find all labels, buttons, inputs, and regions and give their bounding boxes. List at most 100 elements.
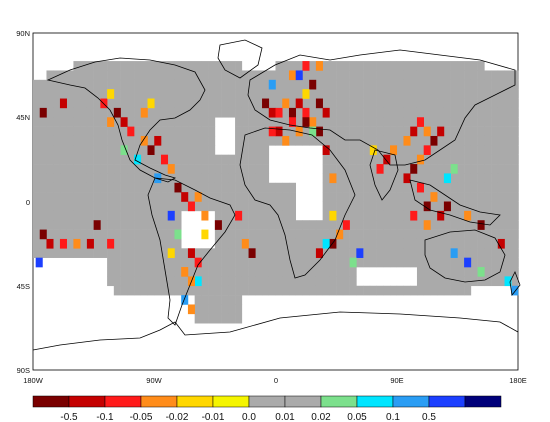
grid-cell — [147, 154, 155, 165]
grid-cell — [349, 210, 357, 221]
grid-cell — [369, 229, 377, 240]
grid-cell — [100, 210, 108, 221]
grid-cell — [369, 154, 377, 165]
grid-cell — [302, 70, 310, 81]
grid-cell — [430, 107, 438, 118]
grid-cell — [127, 201, 135, 212]
grid-cell — [187, 192, 195, 202]
grid-cell — [470, 117, 478, 127]
grid-cell — [100, 70, 108, 81]
grid-cell — [443, 89, 451, 99]
grid-cell — [113, 145, 121, 155]
grid-cell — [390, 248, 398, 258]
grid-cell — [288, 135, 297, 146]
grid-cell — [504, 154, 512, 165]
grid-cell — [450, 267, 458, 277]
grid-cell — [248, 145, 256, 155]
grid-cell — [349, 154, 357, 165]
grid-cell — [464, 267, 472, 277]
grid-cell — [363, 154, 371, 165]
grid-cell — [241, 117, 249, 127]
grid-cell — [275, 98, 283, 109]
grid-cell — [450, 173, 458, 184]
grid-cell — [275, 276, 283, 287]
grid-cell — [396, 173, 404, 184]
grid-cell — [248, 164, 256, 174]
grid-cell — [329, 238, 337, 249]
grid-cell — [457, 201, 465, 212]
grid-cell — [140, 79, 148, 90]
grid-cell — [194, 79, 202, 90]
grid-cell — [160, 61, 169, 71]
grid-cell — [497, 210, 505, 221]
grid-cell — [228, 70, 236, 81]
grid-cell — [59, 107, 67, 118]
grid-cell — [437, 257, 445, 268]
grid-cell — [315, 276, 323, 287]
grid-cell — [255, 285, 263, 296]
grid-cell — [201, 276, 209, 287]
grid-cell — [437, 98, 445, 109]
grid-cell — [39, 145, 47, 155]
grid-cell — [322, 210, 330, 221]
grid-cell — [147, 192, 155, 202]
grid-cell — [100, 61, 108, 71]
grid-cell — [497, 201, 505, 212]
grid-cell — [511, 98, 519, 109]
grid-cell — [201, 229, 209, 240]
grid-cell — [120, 117, 128, 127]
grid-cell — [235, 173, 243, 184]
grid-cell — [443, 173, 451, 184]
grid-cell — [127, 145, 135, 155]
grid-cell — [504, 70, 512, 81]
grid-cell — [275, 61, 283, 71]
legend-color-box — [32, 395, 70, 408]
grid-cell — [376, 248, 384, 258]
grid-cell — [33, 229, 41, 240]
grid-cell — [140, 182, 148, 193]
grid-cell — [275, 238, 283, 249]
grid-cell — [416, 201, 424, 212]
grid-cell — [167, 182, 175, 193]
grid-cell — [275, 285, 283, 296]
grid-cell — [356, 285, 364, 296]
grid-cell — [235, 107, 243, 118]
grid-cell — [100, 201, 108, 212]
legend-tick-labels: -0.5 -0.1 -0.05 -0.02 -0.01 0.0 0.01 0.02 0.05 0.… — [60, 412, 436, 422]
grid-cell — [167, 164, 175, 174]
grid-cell — [470, 192, 478, 202]
grid-cell — [416, 192, 424, 202]
grid-cell — [430, 173, 438, 184]
grid-cell — [113, 220, 121, 230]
grid-cell — [174, 117, 182, 127]
grid-cell — [100, 182, 108, 193]
grid-cell — [86, 201, 94, 212]
grid-cell — [214, 220, 222, 230]
grid-cell — [187, 173, 195, 184]
y-axis-label: 90S — [17, 366, 30, 375]
grid-cell — [255, 267, 263, 277]
grid-cell — [248, 285, 256, 296]
grid-cell — [147, 61, 155, 71]
grid-cell — [322, 220, 330, 230]
grid-cell — [46, 173, 54, 184]
grid-cell — [336, 89, 344, 99]
grid-cell — [221, 276, 229, 287]
grid-cell — [59, 117, 67, 127]
grid-cell — [86, 79, 94, 90]
grid-cell — [241, 238, 249, 249]
grid-cell — [100, 248, 108, 258]
grid-cell — [336, 164, 344, 174]
grid-cell — [329, 154, 337, 165]
grid-cell — [437, 201, 445, 212]
grid-cell — [342, 98, 350, 109]
grid-cell — [46, 154, 54, 165]
grid-cell — [430, 210, 438, 221]
grid-cell — [255, 257, 263, 268]
grid-cell — [336, 173, 344, 184]
grid-cell — [396, 229, 404, 240]
grid-cell — [457, 98, 465, 109]
grid-cell — [93, 98, 101, 109]
grid-cell — [383, 89, 391, 99]
grid-cell — [93, 135, 101, 146]
